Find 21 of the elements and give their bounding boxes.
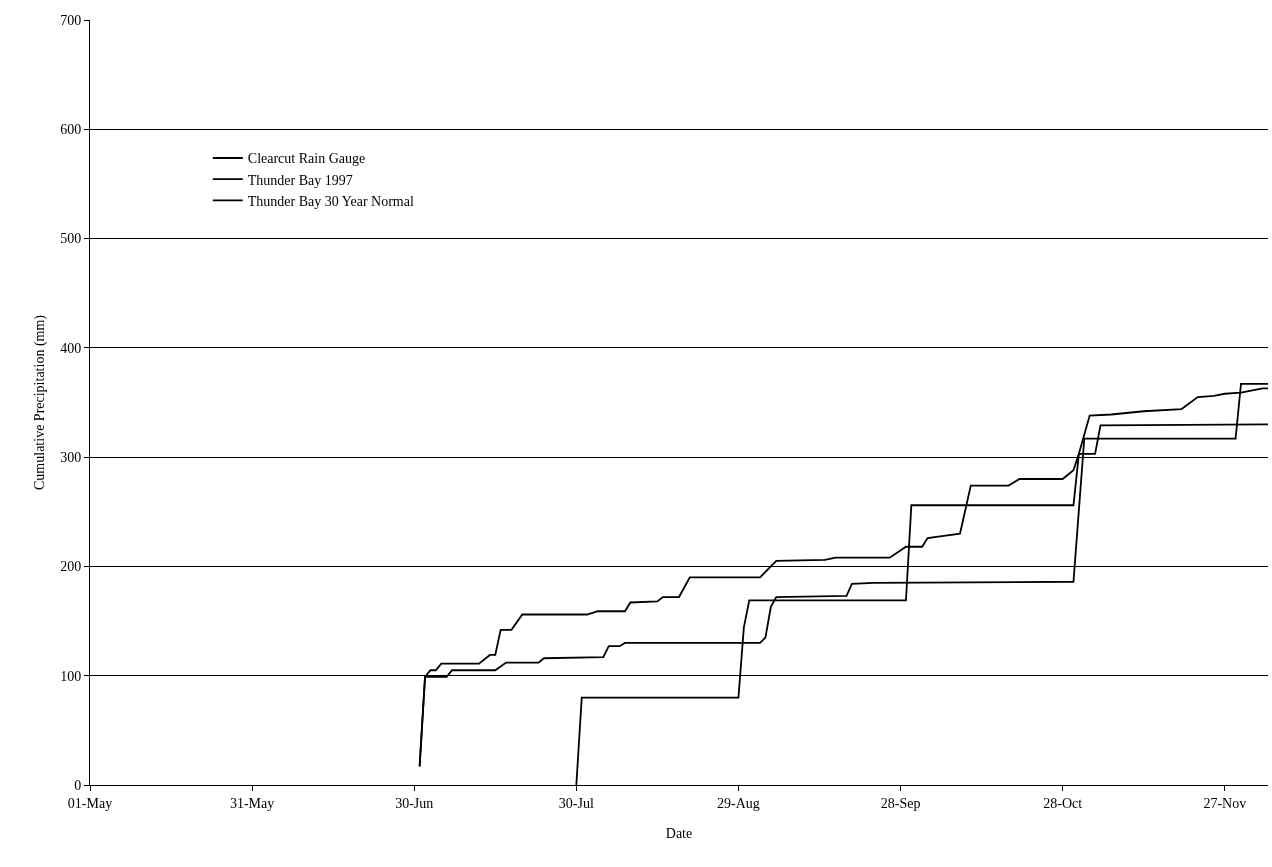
x-tick-label: 29-Aug [717,795,760,811]
y-tick-label: 600 [60,122,82,138]
x-tick-label: 30-Jul [558,795,594,811]
x-axis-title: Date [665,826,693,842]
y-tick-label: 700 [60,12,82,28]
y-tick-label: 100 [60,668,82,684]
x-tick-label: 31-May [229,795,275,811]
x-tick-label: 28-Oct [1043,795,1083,811]
x-tick-label: 27-Nov [1203,795,1247,811]
y-tick-label: 400 [60,340,82,356]
x-tick-label: 28-Sep [880,795,921,811]
x-tick-label: 30-Jun [395,795,434,811]
y-axis-title: Cumulative Precipitation (mm) [31,314,48,490]
legend-label: Thunder Bay 1997 [247,172,353,188]
legend-label: Thunder Bay 30 Year Normal [247,193,414,209]
y-tick-label: 500 [60,231,82,247]
x-tick-label: 01-May [67,795,113,811]
y-tick-label: 300 [60,450,82,466]
y-tick-label: 0 [74,777,82,793]
legend-label: Clearcut Rain Gauge [247,151,366,167]
y-tick-label: 200 [60,559,82,575]
